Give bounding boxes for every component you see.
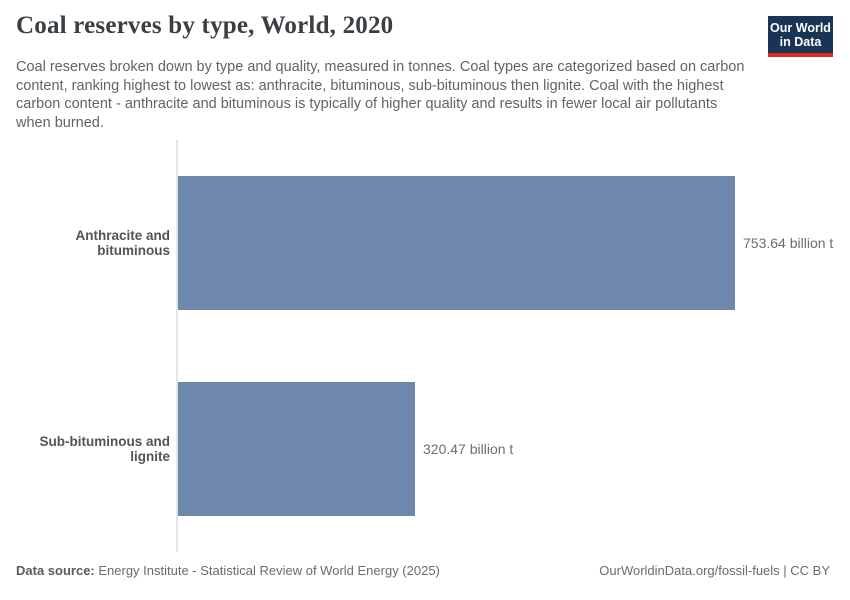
owid-logo-line1: Our World bbox=[770, 21, 831, 35]
chart-title: Coal reserves by type, World, 2020 bbox=[16, 12, 394, 39]
bar-chart: Anthracite and bituminous 753.64 billion… bbox=[0, 140, 850, 552]
data-source-text: Energy Institute - Statistical Review of… bbox=[94, 563, 440, 578]
bar[interactable] bbox=[178, 382, 415, 516]
bar-row: Anthracite and bituminous 753.64 billion… bbox=[0, 140, 850, 346]
owid-logo[interactable]: Our World in Data bbox=[768, 16, 833, 57]
category-label: Anthracite and bituminous bbox=[75, 228, 170, 258]
owid-logo-line2: in Data bbox=[779, 35, 822, 49]
y-axis-line bbox=[176, 140, 178, 552]
bar[interactable] bbox=[178, 176, 735, 310]
category-label: Sub-bituminous and lignite bbox=[39, 434, 171, 464]
bar-area: 753.64 billion t bbox=[178, 140, 833, 346]
data-source: Data source: Energy Institute - Statisti… bbox=[16, 563, 440, 578]
data-source-label: Data source: bbox=[16, 563, 95, 578]
chart-subtitle: Coal reserves broken down by type and qu… bbox=[16, 59, 745, 131]
chart-footer: Data source: Energy Institute - Statisti… bbox=[16, 563, 830, 578]
value-label: 320.47 billion t bbox=[423, 441, 514, 457]
value-label: 753.64 billion t bbox=[743, 235, 834, 251]
credit-link[interactable]: OurWorldinData.org/fossil-fuels | CC BY bbox=[599, 563, 830, 578]
bar-row: Sub-bituminous and lignite 320.47 billio… bbox=[0, 346, 850, 552]
bar-area: 320.47 billion t bbox=[178, 346, 513, 552]
